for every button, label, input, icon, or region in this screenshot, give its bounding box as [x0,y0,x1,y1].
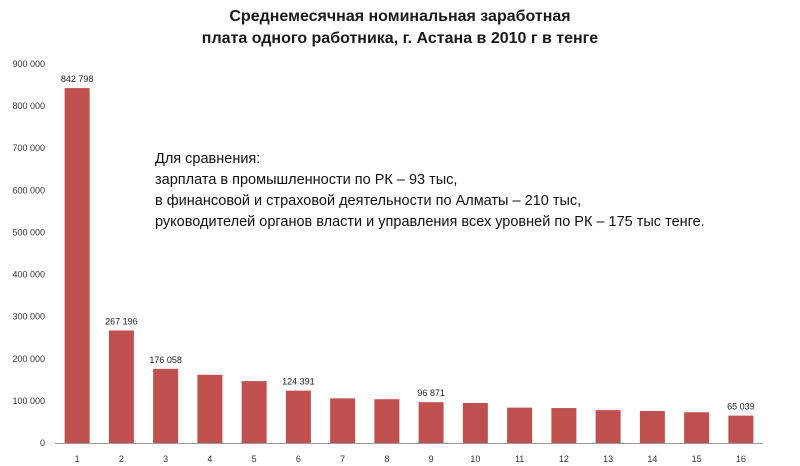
bar [64,88,90,444]
note-line-1: Для сравнения: [155,151,261,167]
bar [728,415,754,443]
y-tick-label: 300 000 [12,312,45,322]
bar [551,408,577,443]
y-tick-label: 500 000 [12,227,45,237]
data-label: 267 196 [105,316,138,326]
y-tick-label: 700 000 [12,143,45,153]
note-line-2: зарплата в промышленности по РК – 93 тыс… [155,172,458,188]
data-label: 124 391 [282,377,315,387]
x-tick-label: 8 [384,454,389,464]
x-tick-label: 6 [296,454,301,464]
y-tick-label: 400 000 [12,270,45,280]
bar [330,398,356,443]
x-tick-label: 16 [736,454,746,464]
note-line-3: в финансовой и страховой деятельности по… [155,193,582,209]
bar [153,368,179,443]
bar [639,410,665,443]
x-tick-label: 15 [692,454,702,464]
y-tick-label: 0 [40,438,45,448]
y-tick-label: 600 000 [12,185,45,195]
y-tick-label: 100 000 [12,396,45,406]
bar [285,390,311,443]
comparison-note: Для сравнения: зарплата в промышленности… [155,149,705,233]
bar [507,407,533,443]
bar [684,412,710,443]
x-tick-label: 2 [119,454,124,464]
bar [241,381,267,443]
x-tick-label: 3 [163,454,168,464]
chart-title-line-1: Среднемесячная номинальная заработная [229,8,571,25]
x-tick-label: 14 [647,454,657,464]
data-label: 96 871 [417,388,445,398]
x-tick-label: 9 [429,454,434,464]
bar [462,402,488,443]
x-tick-label: 7 [340,454,345,464]
x-tick-label: 5 [252,454,257,464]
bar [197,374,223,443]
bar [418,402,444,443]
chart-title-line-2: плата одного работника, г. Астана в 2010… [201,30,599,47]
x-tick-label: 12 [559,454,569,464]
bar [374,399,400,443]
x-tick-label: 10 [470,454,480,464]
data-label: 176 058 [149,355,182,365]
y-tick-label: 900 000 [12,59,45,69]
y-tick-label: 800 000 [12,101,45,111]
note-line-4: руководителей органов власти и управлени… [155,214,705,230]
bar [595,410,621,443]
x-tick-label: 13 [603,454,613,464]
y-tick-label: 200 000 [12,354,45,364]
x-tick-label: 1 [75,454,80,464]
chart-title: Среднемесячная номинальная заработная пл… [0,6,800,50]
data-label: 842 798 [61,74,94,84]
x-tick-label: 11 [515,454,524,464]
x-tick-label: 4 [207,454,212,464]
data-label: 65 039 [727,402,755,412]
bar [108,330,134,443]
